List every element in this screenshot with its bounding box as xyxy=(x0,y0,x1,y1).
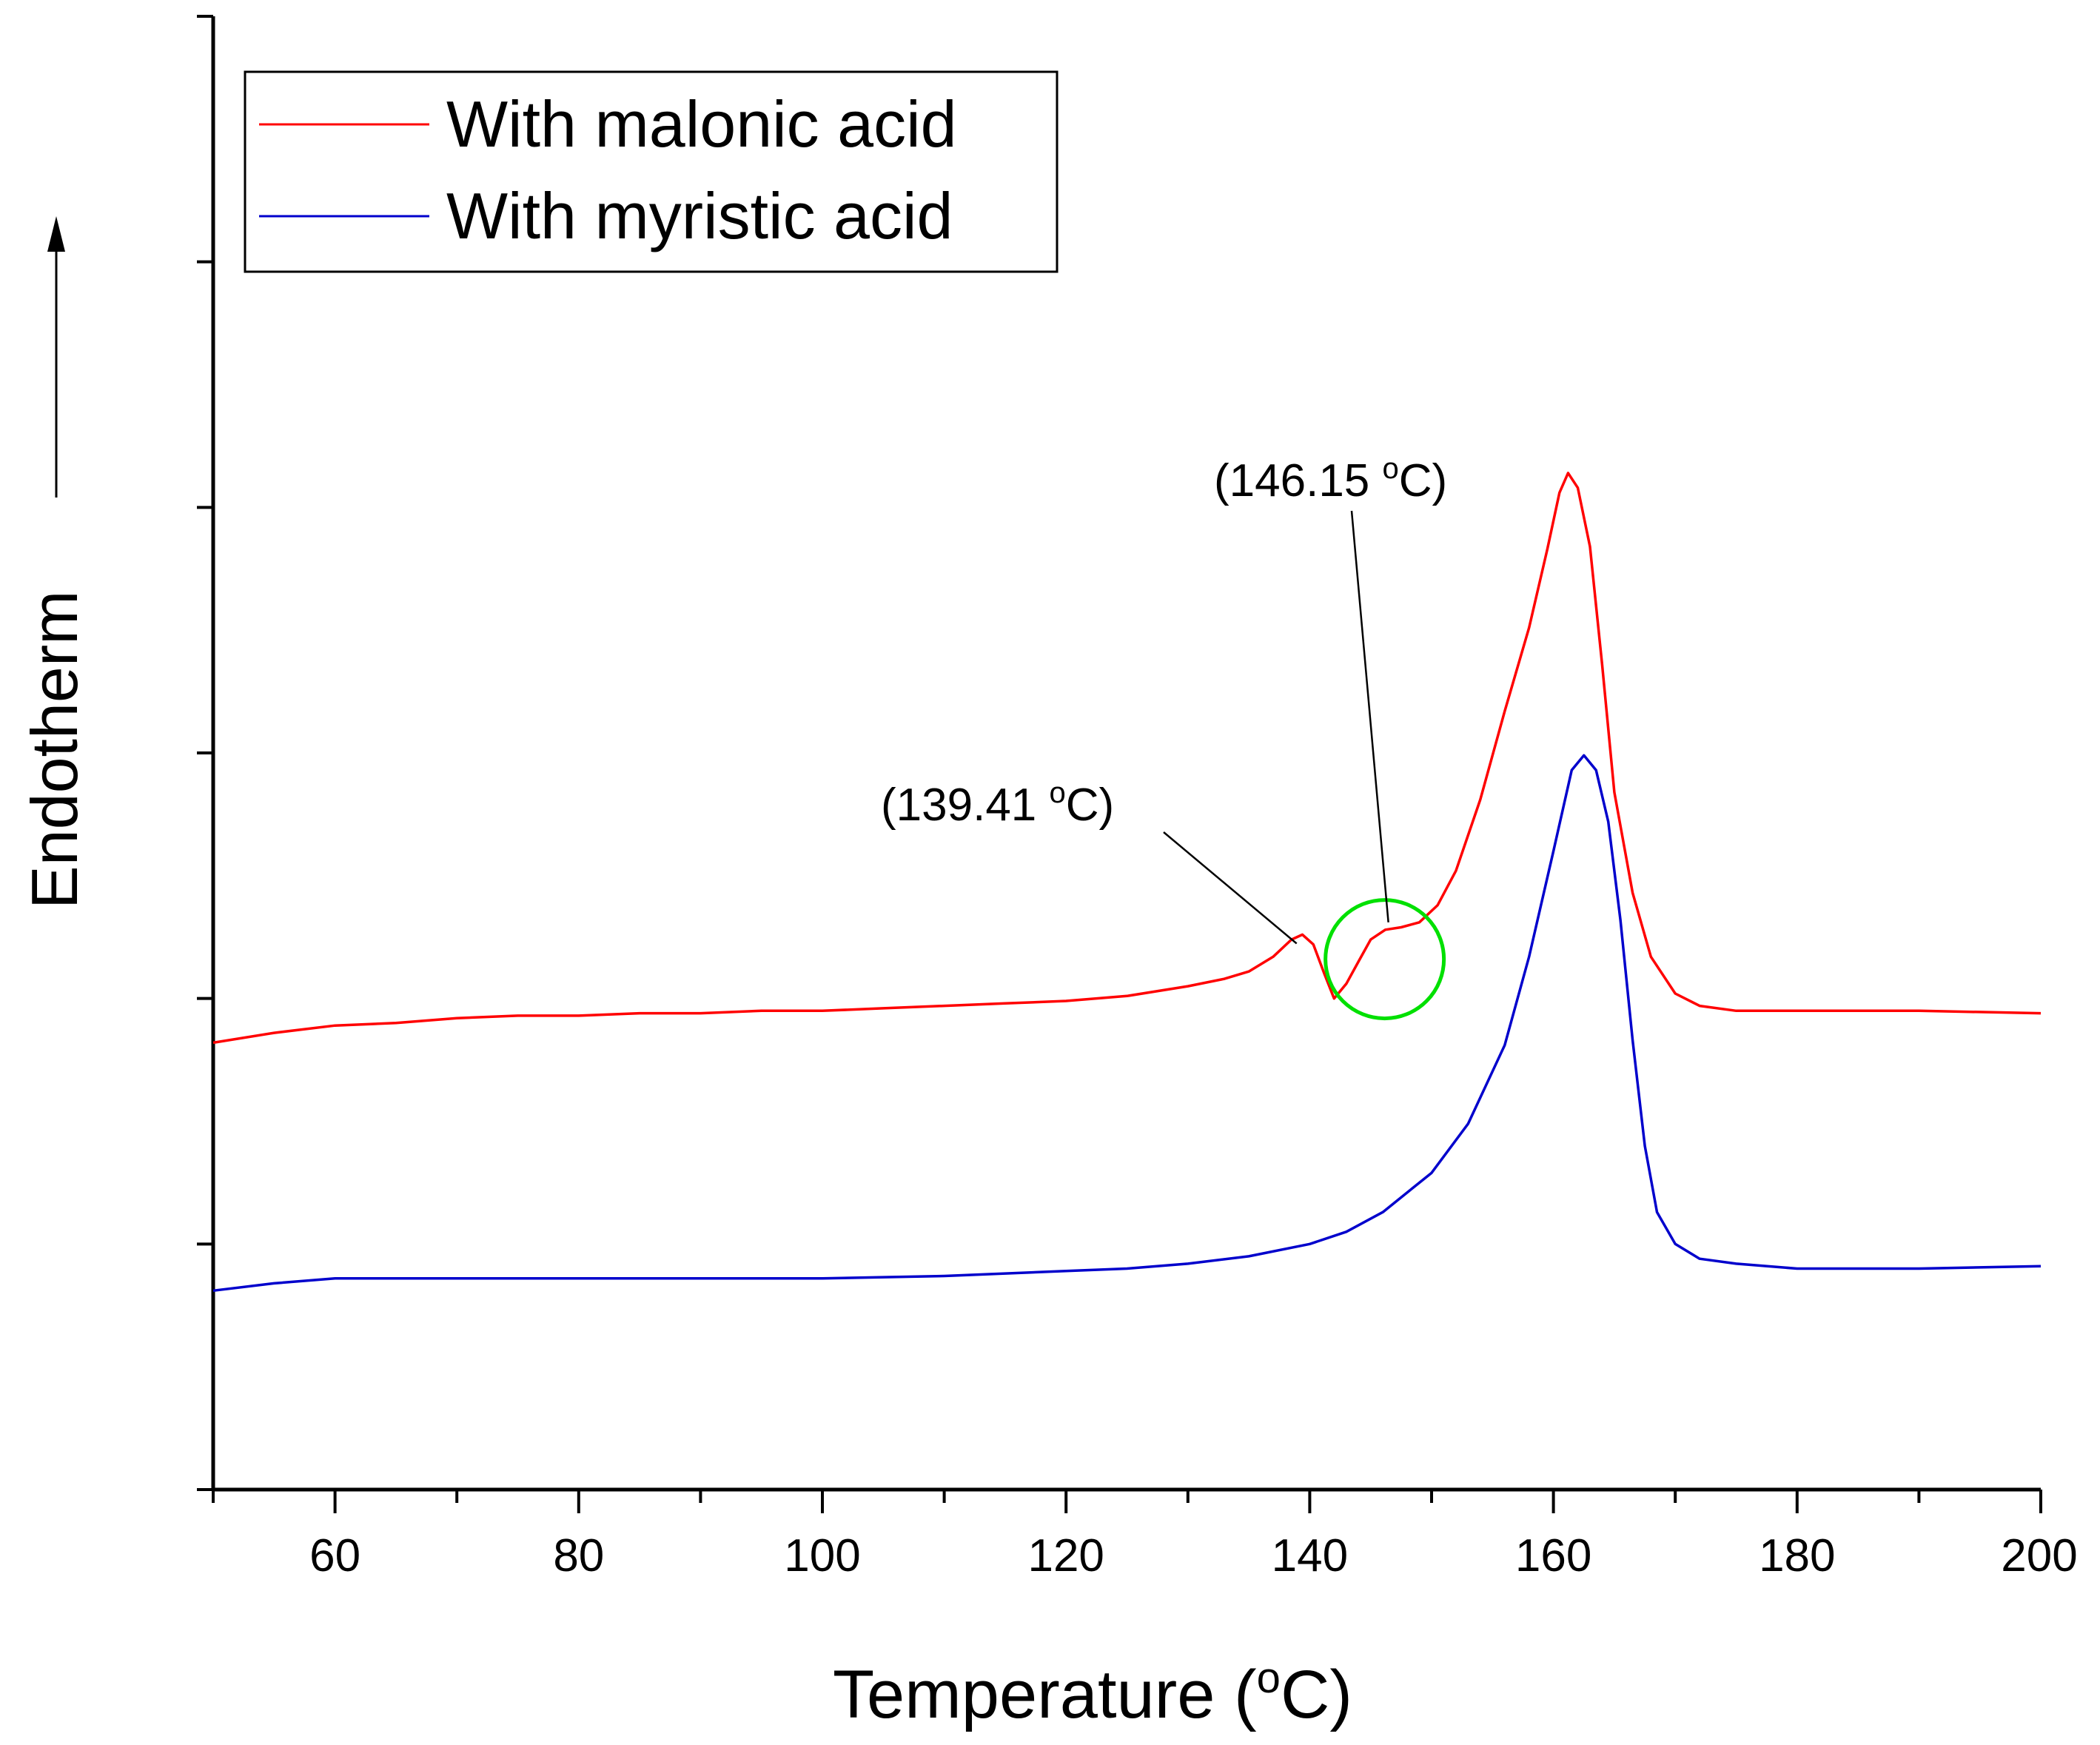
annotation-label: (139.41 oC) xyxy=(881,777,1114,831)
series-line-malonic xyxy=(212,472,2042,1045)
x-tick-label: 80 xyxy=(553,1530,604,1581)
y-axis-ticks xyxy=(197,15,213,1491)
x-axis-title: Temperature (oC) xyxy=(833,1654,1352,1732)
legend-label-myristic: With myristic acid xyxy=(446,179,953,252)
y-axis-title: Endotherm xyxy=(18,216,91,909)
highlight-circle xyxy=(1324,898,1446,1021)
x-tick-label: 140 xyxy=(1272,1530,1348,1581)
annotation-leader-line xyxy=(1350,510,1389,922)
svg-text:Temperature (oC): Temperature (oC) xyxy=(833,1654,1352,1732)
annotation-label: (146.15 oC) xyxy=(1214,452,1447,506)
x-axis-ticks: 60 80 100 120 140 160 180 200 xyxy=(212,1490,2078,1581)
legend-box xyxy=(244,70,1059,273)
x-tick-label: 200 xyxy=(2001,1530,2077,1581)
plot-area: 60 80 100 120 140 160 180 200 (139.41 oC) (146.1… xyxy=(197,15,2078,1581)
annotation-leader-line xyxy=(1163,831,1298,945)
y-axis-arrow-head xyxy=(47,216,65,252)
x-axis-unit-degree: o xyxy=(1257,1654,1281,1702)
series-line-myristic xyxy=(212,754,2042,1293)
x-tick-label: 180 xyxy=(1759,1530,1835,1581)
y-axis-title-text: Endotherm xyxy=(18,591,91,909)
x-axis-title-text: Temperature xyxy=(833,1657,1215,1732)
legend-label-malonic: With malonic acid xyxy=(446,87,957,161)
x-tick-label: 160 xyxy=(1515,1530,1591,1581)
x-tick-label: 60 xyxy=(309,1530,360,1581)
legend: With malonic acid With myristic acid xyxy=(244,70,1059,273)
x-tick-label: 100 xyxy=(784,1530,860,1581)
annotation-layer: (139.41 oC) (146.15 oC) xyxy=(881,452,1447,1021)
x-axis-unit: C xyxy=(1281,1657,1329,1732)
series-layer xyxy=(212,472,2042,1293)
x-tick-label: 120 xyxy=(1027,1530,1104,1581)
